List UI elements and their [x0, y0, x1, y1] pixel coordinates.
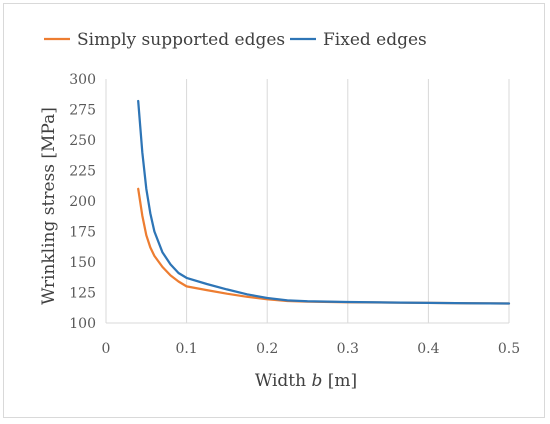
y-tick-label: 225 [69, 164, 96, 180]
y-tick-label: 125 [69, 286, 96, 302]
x-tick-labels: 0 0.1 0.2 0.3 0.4 0.5 [102, 341, 521, 357]
grid-lines [105, 79, 510, 324]
x-tick-label: 0.2 [256, 341, 278, 357]
series-lines [137, 99, 511, 305]
series-line-0 [137, 187, 511, 305]
x-tick-label: 0.1 [175, 341, 197, 357]
legend-label-0: Simply supported edges [77, 30, 285, 50]
chart-svg: 0 0.1 0.2 0.3 0.4 0.5 100 125 150 175 200 225 250 27… [39, 30, 521, 391]
legend-label-1: Fixed edges [323, 30, 427, 50]
legend: Simply supported edges Fixed edges [44, 30, 427, 50]
series-line-1 [137, 99, 511, 305]
x-tick-label: 0.5 [498, 341, 520, 357]
x-tick-label: 0.3 [337, 341, 359, 357]
x-tick-label: 0.4 [417, 341, 439, 357]
y-tick-label: 175 [69, 225, 96, 241]
y-tick-label: 150 [69, 255, 96, 271]
x-axis-title: Width b [m] [255, 371, 357, 391]
chart-frame: 0 0.1 0.2 0.3 0.4 0.5 100 125 150 175 200 225 250 27… [3, 3, 545, 418]
y-tick-label: 300 [69, 72, 96, 88]
y-tick-label: 100 [69, 316, 96, 332]
y-tick-label: 275 [69, 103, 96, 119]
y-tick-label: 200 [69, 194, 96, 210]
x-tick-label: 0 [102, 341, 111, 357]
y-axis-title: Wrinkling stress [MPa] [39, 107, 59, 305]
y-tick-label: 250 [69, 133, 96, 149]
y-tick-labels: 100 125 150 175 200 225 250 275 300 [69, 72, 96, 332]
